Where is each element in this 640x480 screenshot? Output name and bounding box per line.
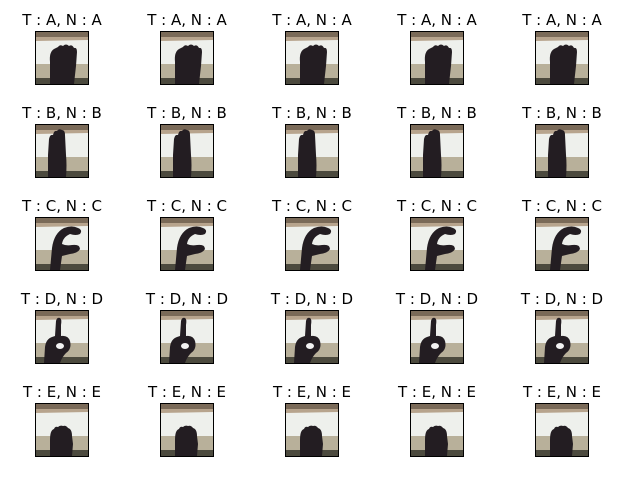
hand-sign-thumbnail — [535, 310, 589, 364]
grid-cell: T : B, N : B — [0, 103, 124, 193]
hand-sign-thumbnail — [35, 124, 89, 178]
grid-cell: T : E, N : E — [500, 382, 624, 472]
grid-cell: T : D, N : D — [0, 289, 124, 379]
cell-title: T : E, N : E — [397, 383, 477, 401]
cell-title: T : D, N : D — [270, 290, 354, 308]
hand-sign-thumbnail — [410, 310, 464, 364]
cell-title: T : E, N : E — [22, 383, 102, 401]
grid-cell: T : B, N : B — [375, 103, 499, 193]
cell-title: T : D, N : D — [395, 290, 479, 308]
hand-sign-thumbnail — [535, 124, 589, 178]
hand-sign-thumbnail — [535, 403, 589, 457]
cell-title: T : B, N : B — [147, 104, 227, 122]
grid-cell: T : D, N : D — [125, 289, 249, 379]
grid-cell: T : E, N : E — [0, 382, 124, 472]
grid-cell: T : D, N : D — [500, 289, 624, 379]
cell-title: T : E, N : E — [522, 383, 602, 401]
grid-cell: T : A, N : A — [125, 10, 249, 100]
hand-sign-thumbnail — [535, 217, 589, 271]
cell-title: T : C, N : C — [21, 197, 103, 215]
grid-cell: T : D, N : D — [375, 289, 499, 379]
hand-sign-thumbnail — [160, 310, 214, 364]
grid-cell: T : B, N : B — [250, 103, 374, 193]
cell-title: T : C, N : C — [271, 197, 353, 215]
hand-sign-thumbnail — [410, 31, 464, 85]
cell-title: T : B, N : B — [22, 104, 102, 122]
hand-sign-thumbnail — [160, 403, 214, 457]
cell-title: T : B, N : B — [397, 104, 477, 122]
hand-sign-thumbnail — [285, 124, 339, 178]
cell-title: T : A, N : A — [147, 11, 227, 29]
cell-title: T : A, N : A — [522, 11, 602, 29]
cell-title: T : D, N : D — [20, 290, 104, 308]
cell-title: T : B, N : B — [272, 104, 352, 122]
grid-cell: T : E, N : E — [250, 382, 374, 472]
hand-sign-thumbnail — [410, 124, 464, 178]
grid-cell: T : C, N : C — [125, 196, 249, 286]
hand-sign-thumbnail — [410, 403, 464, 457]
hand-sign-thumbnail — [285, 310, 339, 364]
hand-sign-thumbnail — [160, 31, 214, 85]
grid-cell: T : E, N : E — [125, 382, 249, 472]
hand-sign-thumbnail — [35, 217, 89, 271]
hand-sign-thumbnail — [35, 31, 89, 85]
grid-cell: T : D, N : D — [250, 289, 374, 379]
cell-title: T : A, N : A — [22, 11, 102, 29]
grid-cell: T : A, N : A — [375, 10, 499, 100]
grid-cell: T : A, N : A — [500, 10, 624, 100]
cell-title: T : E, N : E — [147, 383, 227, 401]
grid-cell: T : E, N : E — [375, 382, 499, 472]
cell-title: T : C, N : C — [521, 197, 603, 215]
hand-sign-thumbnail — [35, 403, 89, 457]
grid-cell: T : C, N : C — [0, 196, 124, 286]
grid-cell: T : B, N : B — [500, 103, 624, 193]
grid-cell: T : C, N : C — [375, 196, 499, 286]
hand-sign-thumbnail — [35, 310, 89, 364]
hand-sign-thumbnail — [535, 31, 589, 85]
grid-cell: T : A, N : A — [250, 10, 374, 100]
cell-title: T : D, N : D — [145, 290, 229, 308]
cell-title: T : C, N : C — [146, 197, 228, 215]
cell-title: T : D, N : D — [520, 290, 604, 308]
hand-sign-thumbnail — [160, 124, 214, 178]
hand-sign-thumbnail — [410, 217, 464, 271]
cell-title: T : E, N : E — [272, 383, 352, 401]
hand-sign-thumbnail — [285, 403, 339, 457]
hand-sign-thumbnail — [285, 31, 339, 85]
cell-title: T : A, N : A — [272, 11, 352, 29]
cell-title: T : A, N : A — [397, 11, 477, 29]
hand-sign-thumbnail — [160, 217, 214, 271]
cell-title: T : B, N : B — [522, 104, 602, 122]
hand-sign-thumbnail — [285, 217, 339, 271]
grid-cell: T : C, N : C — [250, 196, 374, 286]
cell-title: T : C, N : C — [396, 197, 478, 215]
grid-cell: T : A, N : A — [0, 10, 124, 100]
grid-cell: T : B, N : B — [125, 103, 249, 193]
grid-cell: T : C, N : C — [500, 196, 624, 286]
